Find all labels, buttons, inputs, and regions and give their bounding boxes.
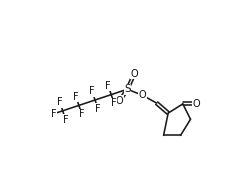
Text: F: F (111, 98, 116, 108)
Text: F: F (95, 104, 100, 114)
Text: F: F (105, 81, 111, 91)
Text: O: O (191, 99, 199, 109)
Text: F: F (89, 86, 94, 96)
Text: O: O (130, 69, 137, 79)
Text: F: F (63, 115, 68, 125)
Text: F: F (73, 92, 78, 102)
Text: F: F (79, 109, 84, 119)
Text: F: F (57, 97, 62, 107)
Text: F: F (51, 109, 56, 119)
Text: O: O (115, 96, 123, 106)
Text: S: S (124, 84, 130, 94)
Text: O: O (138, 90, 146, 100)
